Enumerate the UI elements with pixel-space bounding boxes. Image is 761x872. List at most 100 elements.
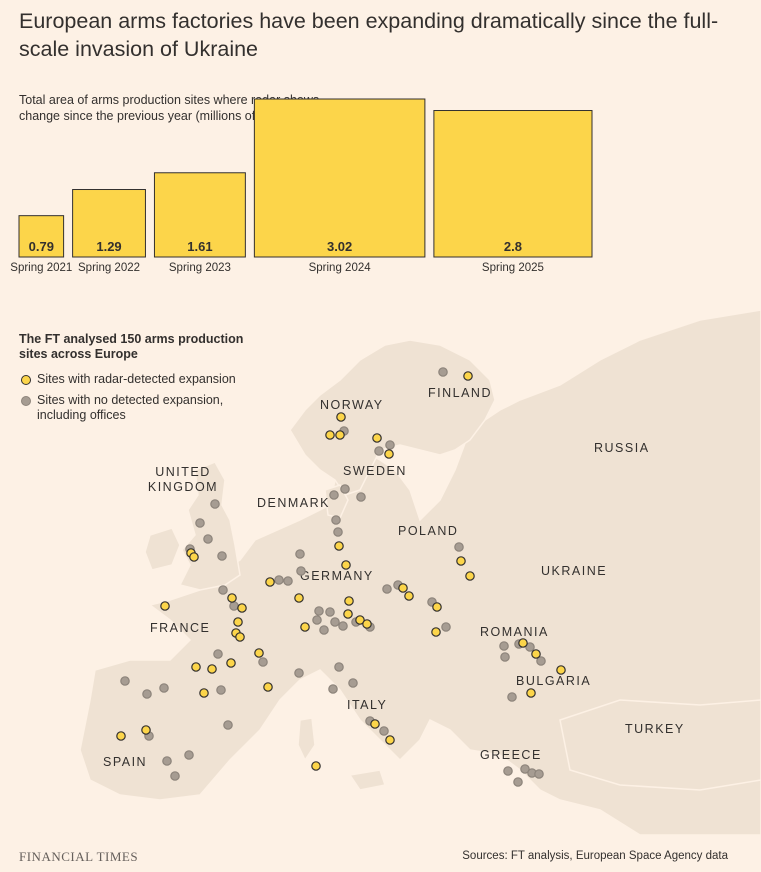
- site-expansion-11: [465, 571, 475, 581]
- bar-3: [253, 98, 426, 258]
- site-no-expansion-53: [184, 750, 194, 760]
- site-no-expansion-11: [203, 534, 213, 544]
- site-expansion-9: [341, 560, 351, 570]
- site-no-expansion-44: [216, 685, 226, 695]
- site-expansion-12: [227, 593, 237, 603]
- country-label-greece: GREECE: [480, 748, 542, 762]
- site-expansion-33: [263, 682, 273, 692]
- site-no-expansion-39: [258, 657, 268, 667]
- bar-value-label-0: 0.79: [29, 239, 54, 254]
- site-no-expansion-33: [499, 641, 509, 651]
- country-label-romania: ROMANIA: [480, 625, 549, 639]
- site-no-expansion-54: [170, 771, 180, 781]
- site-no-expansion-35: [525, 642, 535, 652]
- site-no-expansion-42: [348, 678, 358, 688]
- site-expansion-21: [343, 609, 353, 619]
- site-no-expansion-37: [500, 652, 510, 662]
- site-no-expansion-5: [329, 490, 339, 500]
- site-expansion-41: [116, 731, 126, 741]
- map-legend: Sites with radar-detected expansion Site…: [19, 372, 259, 429]
- site-expansion-20: [300, 622, 310, 632]
- site-no-expansion-22: [325, 607, 335, 617]
- site-expansion-14: [237, 603, 247, 613]
- site-expansion-27: [431, 627, 441, 637]
- country-label-ukraine: UKRAINE: [541, 564, 607, 578]
- site-expansion-37: [556, 665, 566, 675]
- site-no-expansion-32: [441, 622, 451, 632]
- bar-category-label-4: Spring 2025: [482, 262, 544, 274]
- country-label-france: FRANCE: [150, 621, 210, 635]
- site-expansion-15: [233, 617, 243, 627]
- site-no-expansion-56: [503, 766, 513, 776]
- bar-value-label-3: 3.02: [327, 239, 352, 254]
- site-no-expansion-26: [338, 621, 348, 631]
- sardinia-shape: [297, 717, 316, 762]
- site-expansion-2: [325, 430, 335, 440]
- ft-logo: FINANCIAL TIMES: [19, 849, 139, 864]
- site-no-expansion-51: [379, 726, 389, 736]
- site-expansion-6: [334, 541, 344, 551]
- country-label-bulgaria: BULGARIA: [516, 674, 591, 688]
- site-expansion-32: [254, 648, 264, 658]
- site-no-expansion-46: [142, 689, 152, 699]
- site-expansion-26: [432, 602, 442, 612]
- site-no-expansion-19: [218, 585, 228, 595]
- bar-4: [433, 110, 593, 258]
- country-label-norway: NORWAY: [320, 398, 384, 412]
- country-label-spain: SPAIN: [103, 755, 147, 769]
- site-no-expansion-16: [296, 566, 306, 576]
- country-label-russia: RUSSIA: [594, 441, 650, 455]
- country-label-germany: GERMANY: [300, 569, 374, 583]
- turkey-shape: [559, 699, 761, 791]
- country-label-poland: POLAND: [398, 524, 458, 538]
- bar-value-label-2: 1.61: [187, 239, 212, 254]
- site-no-expansion-40: [294, 668, 304, 678]
- site-no-expansion-60: [513, 777, 523, 787]
- site-no-expansion-55: [507, 692, 517, 702]
- site-expansion-30: [207, 664, 217, 674]
- site-no-expansion-17: [274, 575, 284, 585]
- site-no-expansion-45: [159, 683, 169, 693]
- site-expansion-42: [141, 725, 151, 735]
- site-no-expansion-52: [162, 756, 172, 766]
- site-expansion-0: [463, 371, 473, 381]
- country-label-finland: FINLAND: [428, 386, 492, 400]
- europe-map: NORWAY FINLAND SWEDEN RUSSIA UNITED KINGDOM DE…: [79, 309, 761, 835]
- bar-value-label-4: 2.8: [504, 239, 522, 254]
- country-label-sweden: SWEDEN: [343, 464, 407, 478]
- site-no-expansion-43: [328, 684, 338, 694]
- site-no-expansion-24: [319, 625, 329, 635]
- site-expansion-31: [226, 658, 236, 668]
- country-label-denmark: DENMARK: [257, 496, 330, 510]
- country-label-turkey: TURKEY: [625, 722, 685, 736]
- site-no-expansion-10: [195, 518, 205, 528]
- map-title: The FT analysed 150 arms production site…: [19, 332, 244, 361]
- site-no-expansion-12: [217, 551, 227, 561]
- site-expansion-40: [385, 735, 395, 745]
- site-no-expansion-48: [223, 720, 233, 730]
- bar-0: [18, 215, 65, 258]
- site-expansion-5: [384, 449, 394, 459]
- site-expansion-35: [518, 638, 528, 648]
- site-expansion-18: [294, 593, 304, 603]
- site-no-expansion-15: [295, 549, 305, 559]
- site-no-expansion-25: [330, 617, 340, 627]
- country-label-united-kingdom: UNITED KINGDOM: [148, 465, 218, 494]
- legend-yellow-dot-icon: [21, 375, 31, 385]
- site-no-expansion-23: [312, 615, 322, 625]
- site-expansion-22: [355, 615, 365, 625]
- site-expansion-36: [531, 649, 541, 659]
- site-no-expansion-4: [340, 484, 350, 494]
- site-no-expansion-59: [534, 769, 544, 779]
- site-no-expansion-36: [536, 656, 546, 666]
- site-expansion-23: [362, 619, 372, 629]
- site-expansion-24: [398, 583, 408, 593]
- legend-label-expansion: Sites with radar-detected expansion: [37, 372, 236, 386]
- site-expansion-8: [189, 552, 199, 562]
- legend-item-expansion: Sites with radar-detected expansion: [19, 372, 259, 387]
- site-expansion-4: [372, 433, 382, 443]
- site-no-expansion-21: [314, 606, 324, 616]
- bar-chart: 0.79 Spring 2021 1.29 Spring 2022 1.61 Spring…: [10, 98, 593, 274]
- site-expansion-1: [336, 412, 346, 422]
- site-no-expansion-8: [333, 527, 343, 537]
